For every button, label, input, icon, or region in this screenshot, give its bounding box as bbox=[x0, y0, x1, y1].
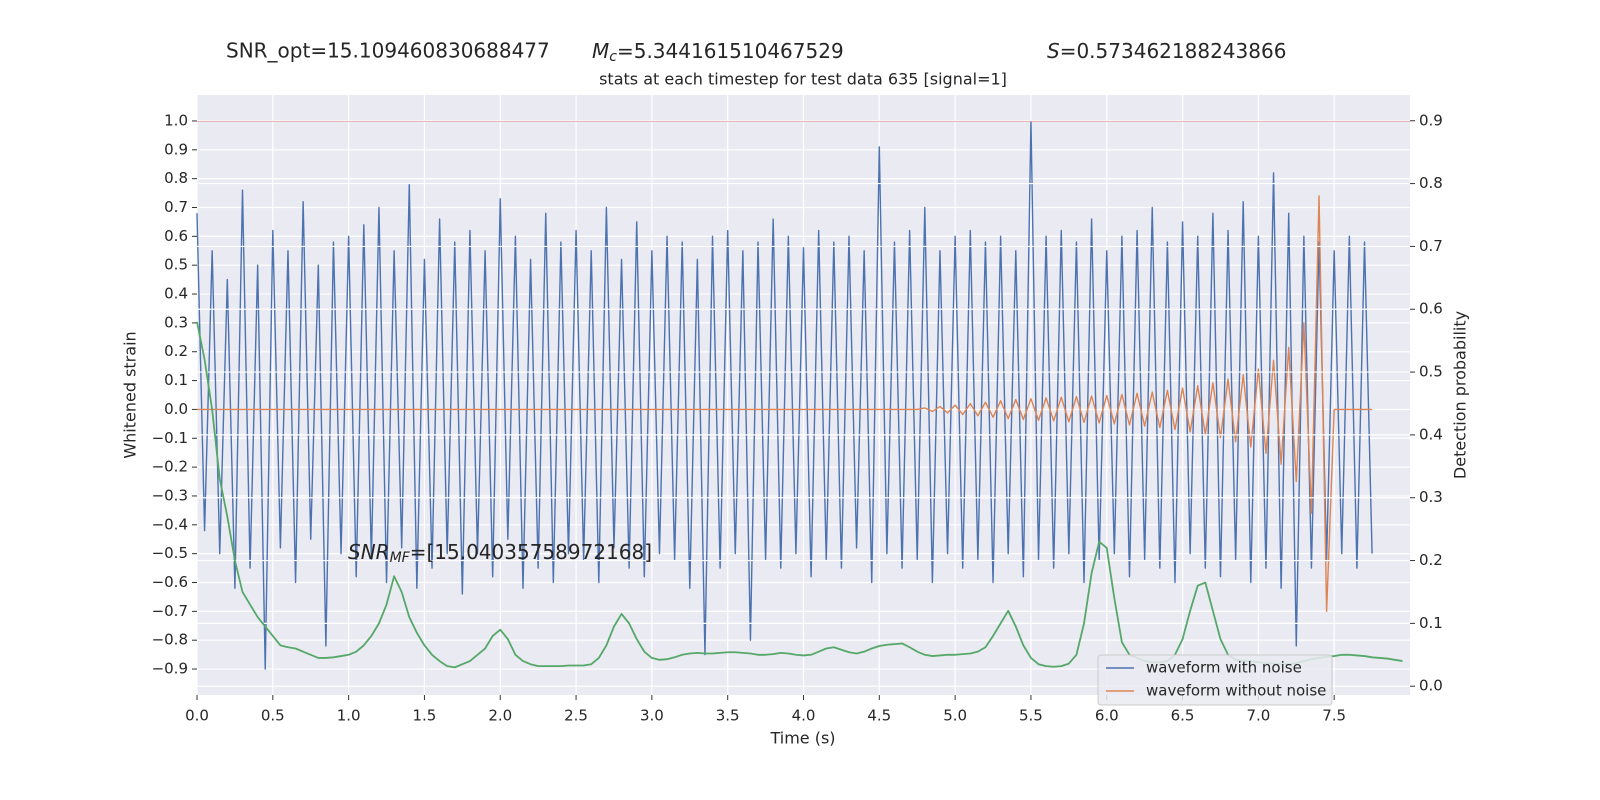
x-tick-label: 0.5 bbox=[261, 707, 285, 725]
x-tick-label: 4.0 bbox=[792, 707, 816, 725]
legend-label: waveform without noise bbox=[1146, 682, 1326, 700]
y-tick-label: 0.5 bbox=[164, 256, 188, 274]
x-tick-label: 3.5 bbox=[716, 707, 740, 725]
x-tick-label: 6.0 bbox=[1095, 707, 1119, 725]
value: =[15.04035758972168] bbox=[410, 540, 652, 564]
y-tick-label: 0.2 bbox=[164, 342, 188, 360]
x-tick-label: 0.0 bbox=[185, 707, 209, 725]
y-tick-label: −0.4 bbox=[152, 515, 188, 533]
y-tick-label: 0.8 bbox=[164, 169, 188, 187]
x-tick-label: 6.5 bbox=[1171, 707, 1195, 725]
y2-tick-label: 0.0 bbox=[1419, 677, 1443, 695]
symbol: S bbox=[1047, 39, 1060, 63]
x-axis-label: Time (s) bbox=[769, 729, 835, 748]
annotation: SNRMF=[15.04035758972168] bbox=[348, 540, 652, 567]
y2-tick-label: 0.1 bbox=[1419, 614, 1443, 632]
x-tick-label: 2.0 bbox=[488, 707, 512, 725]
x-tick-label: 4.5 bbox=[867, 707, 891, 725]
y2-tick-label: 0.8 bbox=[1419, 174, 1443, 192]
y2-tick-label: 0.4 bbox=[1419, 425, 1443, 443]
y-tick-label: −0.3 bbox=[152, 486, 188, 504]
y-tick-label: −0.9 bbox=[152, 660, 188, 678]
y-tick-label: 0.9 bbox=[164, 140, 188, 158]
y-tick-label: 0.0 bbox=[164, 400, 188, 418]
series-line bbox=[196, 321, 1403, 669]
y2-tick-label: 0.3 bbox=[1419, 488, 1443, 506]
y-tick-label: 0.4 bbox=[164, 285, 188, 303]
x-tick-label: 2.5 bbox=[564, 707, 588, 725]
y-tick-label: −0.7 bbox=[152, 602, 188, 620]
y2-tick-label: 0.5 bbox=[1419, 363, 1443, 381]
x-tick-label: 3.0 bbox=[640, 707, 664, 725]
x-tick-label: 7.5 bbox=[1322, 707, 1346, 725]
legend: waveform with noise waveform without nois… bbox=[1097, 654, 1333, 706]
chirp-mass: Mc=5.344161510467529 bbox=[592, 39, 844, 66]
symbol: M bbox=[592, 39, 609, 63]
y-tick-label: −0.6 bbox=[152, 573, 188, 591]
y-tick-label: 0.3 bbox=[164, 313, 188, 331]
chart-title: stats at each timestep for test data 635… bbox=[599, 70, 1007, 89]
value: =5.344161510467529 bbox=[617, 39, 844, 63]
y2-tick-label: 0.9 bbox=[1419, 111, 1443, 129]
y-tick-label: 0.7 bbox=[164, 198, 188, 216]
series-line bbox=[196, 120, 1373, 670]
y2-axis-label: Detection probability bbox=[1451, 311, 1470, 479]
value: =0.573462188243866 bbox=[1060, 39, 1287, 63]
y-tick-label: 0.1 bbox=[164, 371, 188, 389]
y2-tick-label: 0.6 bbox=[1419, 300, 1443, 318]
y-axis-label: Whitened strain bbox=[121, 331, 140, 458]
s-stat: S=0.573462188243866 bbox=[1047, 39, 1286, 63]
y2-tick-label: 0.2 bbox=[1419, 551, 1443, 569]
y-tick-label: −0.2 bbox=[152, 458, 188, 476]
x-tick-label: 7.0 bbox=[1246, 707, 1270, 725]
y-tick-label: −0.8 bbox=[152, 631, 188, 649]
subscript: MF bbox=[390, 550, 411, 566]
y-tick-label: −0.5 bbox=[152, 544, 188, 562]
x-tick-label: 1.5 bbox=[413, 707, 437, 725]
x-tick-label: 5.5 bbox=[1019, 707, 1043, 725]
legend-box bbox=[1097, 654, 1333, 706]
snr-opt: SNR_opt=15.109460830688477 bbox=[226, 39, 550, 63]
y-tick-label: 0.6 bbox=[164, 227, 188, 245]
x-tick-label: 1.0 bbox=[337, 707, 361, 725]
symbol: SNR bbox=[348, 540, 390, 564]
legend-label: waveform with noise bbox=[1146, 659, 1302, 677]
y-tick-label: 1.0 bbox=[164, 111, 188, 129]
series-line bbox=[197, 195, 1373, 613]
y-tick-label: −0.1 bbox=[152, 429, 188, 447]
x-tick-label: 5.0 bbox=[943, 707, 967, 725]
subscript: c bbox=[609, 49, 617, 65]
y2-tick-label: 0.7 bbox=[1419, 237, 1443, 255]
